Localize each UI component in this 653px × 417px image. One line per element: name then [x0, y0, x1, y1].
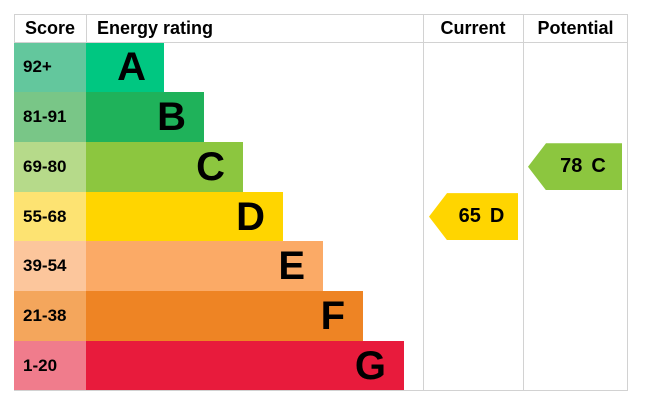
- current-score: 65: [458, 205, 481, 228]
- band-letter-d: D: [236, 194, 265, 239]
- energy-rating-column-header: Energy rating: [97, 18, 214, 38]
- header-bottom-border: [14, 42, 628, 43]
- band-letter-c: C: [196, 144, 225, 189]
- epc-table: Score Energy rating Current Potential 92…: [14, 14, 628, 392]
- potential-score: 78: [560, 155, 583, 178]
- potential-rating-pointer: 78 C: [528, 143, 622, 191]
- band-letter-e: E: [278, 244, 305, 289]
- band-row-e: 39-54 E: [14, 241, 628, 292]
- band-row-f: 21-38 F: [14, 291, 628, 342]
- score-column-header: Score: [24, 18, 76, 38]
- potential-band-letter: C: [591, 155, 606, 178]
- band-row-g: 1-20 G: [14, 341, 628, 392]
- score-range-c: 69-80: [14, 141, 86, 192]
- score-range-a: 92+: [14, 42, 86, 92]
- current-column-divider: [423, 14, 424, 391]
- table-top-border: [14, 14, 628, 15]
- current-column-header: Current: [440, 18, 506, 38]
- band-bar-a: A: [86, 42, 164, 92]
- band-row-a: 92+ A: [14, 42, 628, 92]
- score-range-g: 1-20: [14, 341, 86, 392]
- score-range-f: 21-38: [14, 291, 86, 342]
- table-right-border: [627, 14, 628, 391]
- band-row-d: 55-68 D: [14, 191, 628, 242]
- band-row-b: 81-91 B: [14, 91, 628, 142]
- score-range-b: 81-91: [14, 91, 86, 142]
- current-rating-pointer: 65 D: [429, 193, 518, 241]
- band-letter-b: B: [157, 94, 186, 139]
- band-bar-g: G: [86, 341, 404, 392]
- band-rows: 92+ A 81-91 B 69-80 C 55-68 D 39-54 E 21…: [14, 42, 628, 392]
- score-range-e: 39-54: [14, 241, 86, 292]
- score-column-divider: [86, 14, 87, 42]
- band-row-c: 69-80 C: [14, 141, 628, 192]
- band-bar-b: B: [86, 91, 204, 142]
- potential-column-divider: [523, 14, 524, 391]
- table-bottom-border: [14, 390, 628, 391]
- current-band-letter: D: [489, 205, 505, 228]
- header-left-border: [14, 14, 15, 42]
- band-bar-f: F: [86, 291, 363, 342]
- band-letter-f: F: [320, 294, 345, 339]
- table-header: Score Energy rating Current Potential: [14, 14, 628, 42]
- band-bar-c: C: [86, 141, 243, 192]
- potential-column-header: Potential: [537, 18, 614, 38]
- band-bar-e: E: [86, 241, 323, 292]
- band-letter-a: A: [117, 44, 146, 89]
- band-letter-g: G: [354, 344, 386, 389]
- band-bar-d: D: [86, 191, 283, 242]
- score-range-d: 55-68: [14, 191, 86, 242]
